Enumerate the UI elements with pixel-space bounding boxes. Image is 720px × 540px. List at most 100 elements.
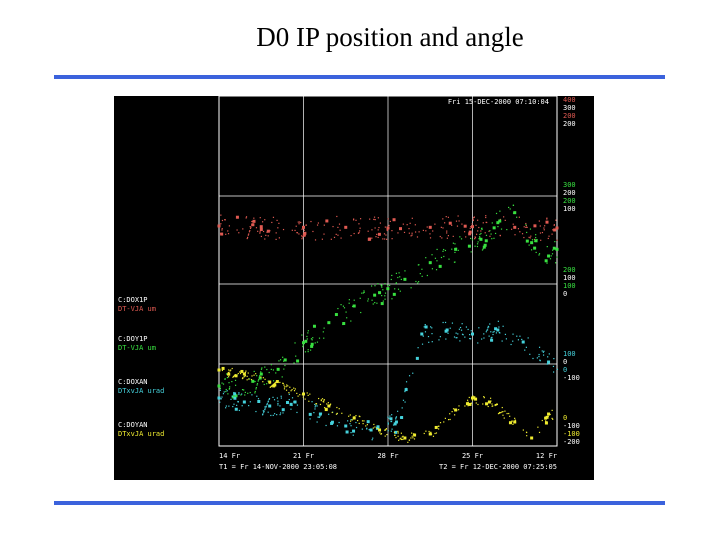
series-point <box>481 228 483 230</box>
series-point <box>385 428 387 431</box>
series-point <box>477 342 479 344</box>
series-point <box>453 336 456 338</box>
series-point <box>256 375 258 377</box>
series-point <box>482 245 486 249</box>
series-point <box>253 374 255 376</box>
series-point <box>407 441 409 443</box>
series-point <box>397 432 399 434</box>
series-point <box>417 347 419 349</box>
series-point <box>403 231 406 234</box>
series-point <box>259 372 263 376</box>
series-point <box>267 411 269 413</box>
series-point <box>274 382 276 384</box>
plot-labels: Fri 15-DEC-2000 07:10:04 4003002002003002… <box>118 96 580 471</box>
series-point <box>268 371 270 374</box>
axis-tick-label: 300 <box>563 104 576 112</box>
series-point <box>350 234 352 237</box>
series-point <box>263 411 265 413</box>
series-point <box>511 421 513 423</box>
series-point <box>225 390 227 393</box>
series-point <box>377 236 379 239</box>
series-point <box>391 238 393 240</box>
series-point <box>265 406 267 408</box>
series-point <box>478 238 480 240</box>
series-point <box>339 229 341 231</box>
series-point <box>267 235 269 237</box>
series-point <box>278 360 280 362</box>
series-point <box>482 248 484 250</box>
series-point <box>350 431 352 434</box>
series-point <box>285 401 289 405</box>
series-point <box>514 234 516 236</box>
series-point <box>361 428 363 430</box>
series-point <box>544 421 548 425</box>
series-point <box>317 222 319 224</box>
series-point <box>384 226 386 228</box>
series-point <box>253 217 255 219</box>
t1-label: T1 = Fr 14-NOV-2000 23:05:08 <box>219 463 337 471</box>
series-point <box>452 242 454 244</box>
series-point <box>242 377 244 379</box>
series-point <box>485 215 487 217</box>
series-point <box>400 438 403 441</box>
series-point <box>314 406 316 408</box>
series-point <box>244 391 246 394</box>
series-point <box>228 372 230 374</box>
series-point <box>511 420 513 422</box>
series-point <box>380 302 384 306</box>
series-point <box>247 392 249 394</box>
series-point <box>555 226 559 230</box>
series-point <box>225 388 227 391</box>
series-point <box>404 401 406 403</box>
series-point <box>467 244 471 248</box>
series-point <box>264 409 266 411</box>
series-point <box>513 211 517 215</box>
series-point <box>304 398 306 400</box>
series-point <box>477 241 479 243</box>
series-point <box>281 408 285 412</box>
series-point <box>270 368 272 370</box>
series-point <box>385 428 387 430</box>
series-point <box>383 233 386 235</box>
series-point <box>487 405 489 408</box>
series-point <box>443 255 445 258</box>
series-point <box>445 216 447 218</box>
series-point <box>392 218 396 222</box>
series-point <box>311 401 313 403</box>
series-point <box>233 391 235 394</box>
series-point <box>502 414 504 416</box>
series-point <box>400 437 402 439</box>
series-point <box>272 369 274 371</box>
series-point <box>475 402 477 404</box>
series-point <box>371 285 373 287</box>
series-point <box>290 390 292 392</box>
series-point <box>429 233 431 235</box>
series-point <box>395 436 397 439</box>
series-point <box>221 382 223 384</box>
series-point <box>246 379 248 381</box>
series-point <box>428 261 432 265</box>
series-point <box>554 262 557 264</box>
series-point <box>445 328 449 332</box>
footer-rule <box>54 501 665 505</box>
series-point <box>546 217 548 219</box>
series-point <box>362 423 364 425</box>
series-point <box>378 428 382 432</box>
series-point <box>337 226 339 229</box>
series-point <box>242 400 246 404</box>
series-point <box>485 234 488 236</box>
series-point <box>394 434 396 436</box>
series-point <box>446 237 448 239</box>
series-point <box>408 439 411 441</box>
series-point <box>471 399 474 401</box>
series-point <box>421 275 423 277</box>
series-point <box>519 335 521 337</box>
series-point <box>485 331 487 333</box>
series-point <box>413 438 416 440</box>
legend-series-name: C:DOY1P <box>118 335 148 343</box>
series-point <box>556 256 558 258</box>
series-point <box>294 342 296 344</box>
series-point <box>418 281 420 283</box>
series-point <box>400 416 404 420</box>
series-point <box>261 414 264 416</box>
